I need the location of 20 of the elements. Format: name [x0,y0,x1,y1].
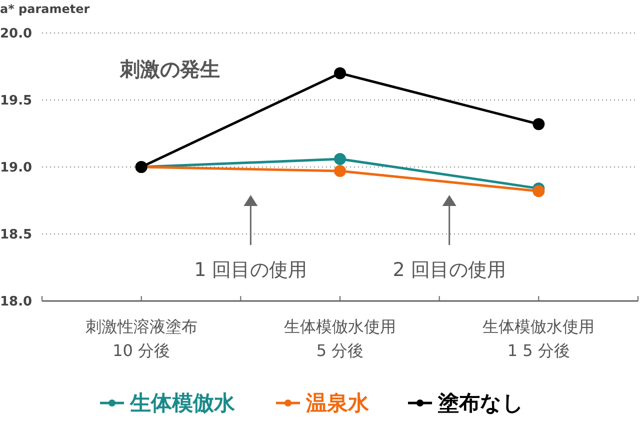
legend-label: 塗布なし [437,391,524,415]
point [334,67,346,80]
point [334,165,346,178]
annotation: 刺激の発生 [119,57,220,81]
y-tick-label: 18.5 [0,228,32,243]
x-tick-label: 刺激性溶液塗布 10 分後 [85,317,198,360]
x-tick-label: 生体模倣水使用 1 5 分後 [482,317,595,360]
legend-label: 生体模倣水 [129,391,236,415]
y-tick-label: 20.0 [0,26,32,42]
annotation: 2 回目の使用 [392,259,506,281]
y-tick-label: 19.0 [0,160,32,176]
point [334,152,346,165]
annotation: 1 回目の使用 [194,259,308,281]
point [532,118,545,130]
point [532,185,545,198]
legend-label: 温泉水 [305,391,370,415]
x-tick-label: 生体模倣水使用 5 分後 [284,317,396,360]
y-axis-title: a* parameter [0,2,90,16]
y-tick-label: 18.0 [0,294,32,310]
y-tick-label: 19.5 [0,94,32,109]
